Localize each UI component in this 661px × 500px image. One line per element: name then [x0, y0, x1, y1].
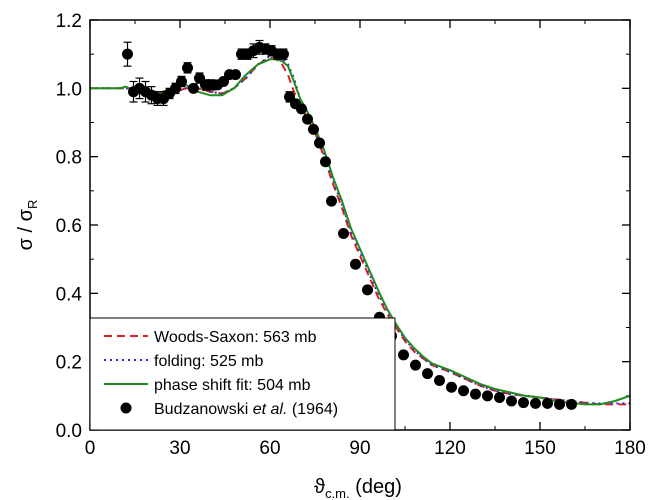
data-point: [350, 258, 361, 270]
data-point: [230, 69, 241, 81]
legend-label-budzanowski: Budzanowski et al. (1964): [154, 401, 338, 418]
data-point: [446, 381, 457, 393]
legend-box: [89, 317, 396, 431]
y-tick-label: 0.0: [56, 421, 82, 442]
data-point: [308, 123, 319, 135]
x-tick-label: 150: [524, 438, 556, 459]
y-tick-label: 0.6: [56, 216, 82, 237]
x-tick-label: 180: [614, 438, 646, 459]
y-axis-title: σ / σR: [15, 200, 40, 251]
legend: Woods-Saxon: 563 mb folding: 525 mb phas…: [89, 317, 396, 431]
data-point: [542, 397, 553, 409]
data-point: [296, 103, 307, 115]
data-point: [434, 374, 445, 386]
y-tick-label: 1.0: [56, 79, 82, 100]
data-point: [518, 397, 529, 409]
x-tick-label: 90: [349, 438, 370, 459]
data-point: [362, 284, 373, 296]
phase-shift-curve: [90, 58, 631, 406]
data-point: [530, 397, 541, 409]
legend-marker-budzanowski: [120, 402, 132, 414]
y-tick-label: 0.2: [56, 353, 82, 374]
x-tick-label: 0: [85, 438, 96, 459]
data-points: [122, 39, 577, 410]
x-tick-label: 60: [259, 438, 280, 459]
data-point: [494, 392, 505, 404]
data-point: [410, 359, 421, 371]
x-tick-label: 30: [169, 438, 190, 459]
data-point: [398, 349, 409, 361]
data-point: [458, 385, 469, 397]
data-point: [176, 76, 187, 87]
data-point: [470, 388, 481, 400]
data-point: [554, 398, 565, 410]
data-point: [566, 398, 577, 410]
data-point: [422, 368, 433, 380]
x-axis-title: ϑc.m. (deg): [314, 476, 402, 500]
data-point: [182, 62, 193, 74]
x-tick-label: 120: [434, 438, 466, 459]
data-point: [338, 228, 349, 240]
data-point: [188, 82, 199, 94]
data-point: [320, 156, 331, 168]
legend-label-phase-shift: phase shift fit: 504 mb: [154, 377, 311, 394]
legend-label-woods-saxon: Woods-Saxon: 563 mb: [154, 329, 317, 346]
data-point: [326, 195, 337, 207]
y-tick-label: 0.4: [56, 284, 83, 305]
data-point: [314, 137, 325, 149]
data-point: [482, 390, 493, 402]
legend-label-folding: folding: 525 mb: [154, 353, 264, 370]
y-tick-label: 1.2: [56, 11, 82, 32]
data-point: [302, 113, 313, 125]
data-point: [506, 395, 517, 407]
y-tick-label: 0.8: [56, 148, 82, 169]
data-point: [278, 48, 289, 60]
tick-labels: 0 30 60 90 120 150 180 0.0 0.2 0.4 0.6 0.8 1.0 1.2: [56, 11, 646, 459]
data-point: [122, 48, 133, 60]
